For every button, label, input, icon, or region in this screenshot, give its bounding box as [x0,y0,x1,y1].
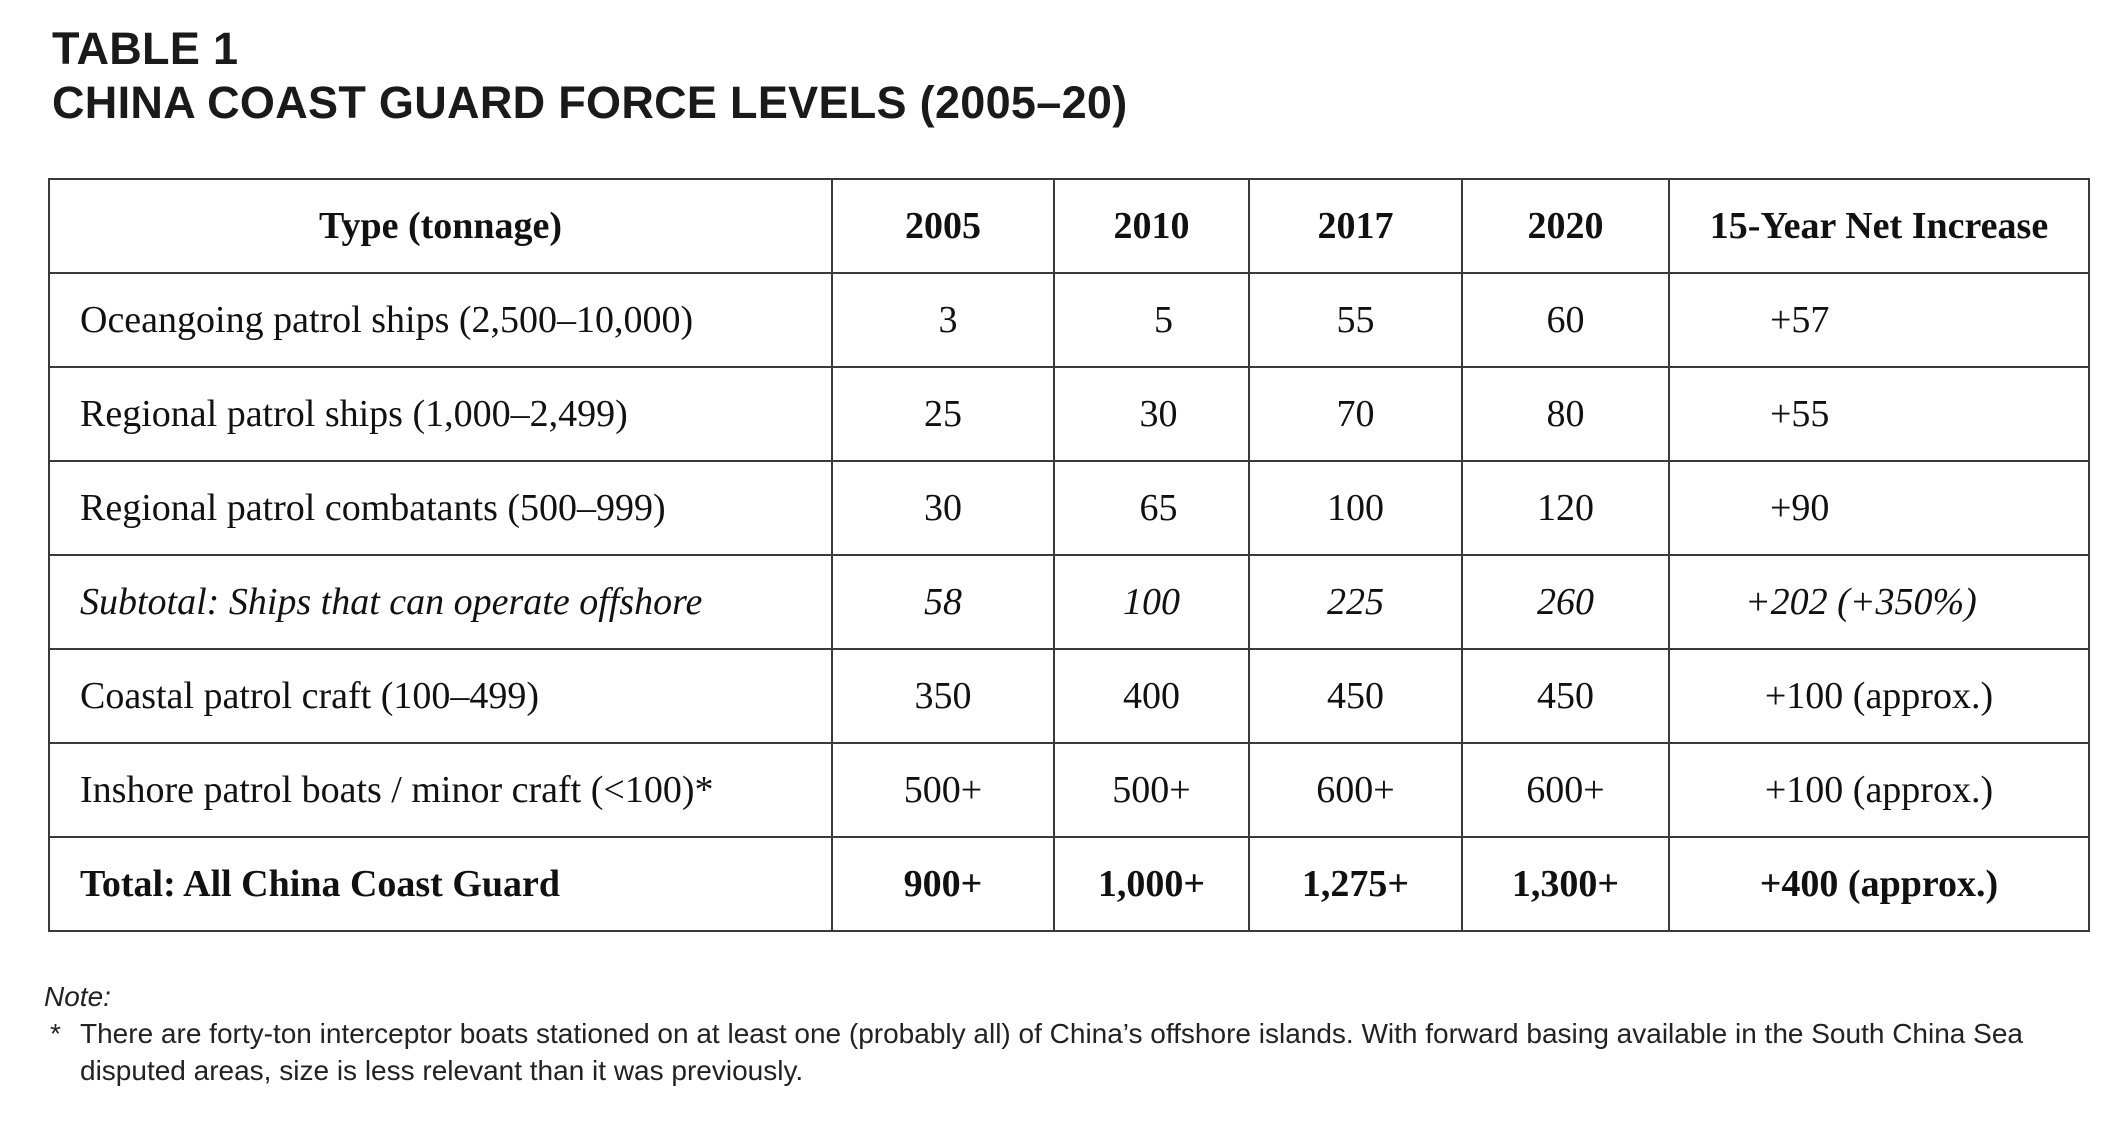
cell-2010: 500+ [1053,742,1250,838]
cell-2017: 70 [1248,366,1463,462]
cell-2010: 400 [1053,648,1250,744]
cell-type: Coastal patrol craft (100–499) [48,648,833,744]
column-header-2020: 2020 [1461,178,1670,274]
cell-net-increase: +55 [1668,366,2090,462]
table-note: Note: * There are forty-ton interceptor … [44,978,2084,1089]
cell-2005: 350 [831,648,1055,744]
column-header-2017: 2017 [1248,178,1463,274]
table-row: Regional patrol combatants (500–999) 30 … [48,460,2090,556]
cell-2020: 60 [1461,272,1670,368]
cell-2010: 1,000+ [1053,836,1250,932]
cell-2020: 450 [1461,648,1670,744]
cell-type: Oceangoing patrol ships (2,500–10,000) [48,272,833,368]
table-row: Coastal patrol craft (100–499) 350 400 4… [48,648,2090,744]
force-levels-table: Type (tonnage) 2005 2010 2017 2020 15-Ye… [48,178,2090,932]
cell-2010: 100 [1053,554,1250,650]
cell-type: Inshore patrol boats / minor craft (<100… [48,742,833,838]
cell-type: Regional patrol combatants (500–999) [48,460,833,556]
table-row: Inshore patrol boats / minor craft (<100… [48,742,2090,838]
cell-2020: 600+ [1461,742,1670,838]
footnote: * There are forty-ton interceptor boats … [44,1015,2084,1089]
cell-2010: 65 [1053,460,1250,556]
cell-net-increase: +400 (approx.) [1668,836,2090,932]
cell-net-increase: +100 (approx.) [1668,648,2090,744]
cell-2005: 25 [831,366,1055,462]
cell-2017: 225 [1248,554,1463,650]
cell-2010: 5 [1053,272,1250,368]
cell-type: Regional patrol ships (1,000–2,499) [48,366,833,462]
table-row: Regional patrol ships (1,000–2,499) 25 3… [48,366,2090,462]
cell-2005: 900+ [831,836,1055,932]
subtotal-row: Subtotal: Ships that can operate offshor… [48,554,2090,650]
table-row: Oceangoing patrol ships (2,500–10,000) 3… [48,272,2090,368]
column-header-2005: 2005 [831,178,1055,274]
cell-2010: 30 [1053,366,1250,462]
total-row: Total: All China Coast Guard 900+ 1,000+… [48,836,2090,932]
cell-2017: 450 [1248,648,1463,744]
cell-2005: 58 [831,554,1055,650]
cell-2020: 1,300+ [1461,836,1670,932]
cell-2020: 80 [1461,366,1670,462]
cell-2020: 260 [1461,554,1670,650]
cell-net-increase: +202 (+350%) [1668,554,2090,650]
cell-net-increase: +90 [1668,460,2090,556]
cell-2020: 120 [1461,460,1670,556]
cell-type: Total: All China Coast Guard [48,836,833,932]
cell-2005: 3 [831,272,1055,368]
cell-2005: 500+ [831,742,1055,838]
column-header-2010: 2010 [1053,178,1250,274]
cell-2005: 30 [831,460,1055,556]
cell-2017: 1,275+ [1248,836,1463,932]
cell-net-increase: +57 [1668,272,2090,368]
cell-2017: 600+ [1248,742,1463,838]
table-heading: TABLE 1 CHINA COAST GUARD FORCE LEVELS (… [52,22,1128,130]
cell-type: Subtotal: Ships that can operate offshor… [48,554,833,650]
footnote-text: There are forty-ton interceptor boats st… [80,1018,2023,1086]
column-header-type: Type (tonnage) [48,178,833,274]
footnote-marker: * [50,1018,61,1049]
table-header-row: Type (tonnage) 2005 2010 2017 2020 15-Ye… [48,178,2090,274]
table-title: CHINA COAST GUARD FORCE LEVELS (2005–20) [52,77,1128,128]
table-number: TABLE 1 [52,23,239,74]
cell-net-increase: +100 (approx.) [1668,742,2090,838]
note-label: Note: [44,981,111,1012]
cell-2017: 55 [1248,272,1463,368]
cell-2017: 100 [1248,460,1463,556]
column-header-net-increase: 15-Year Net Increase [1668,178,2090,274]
